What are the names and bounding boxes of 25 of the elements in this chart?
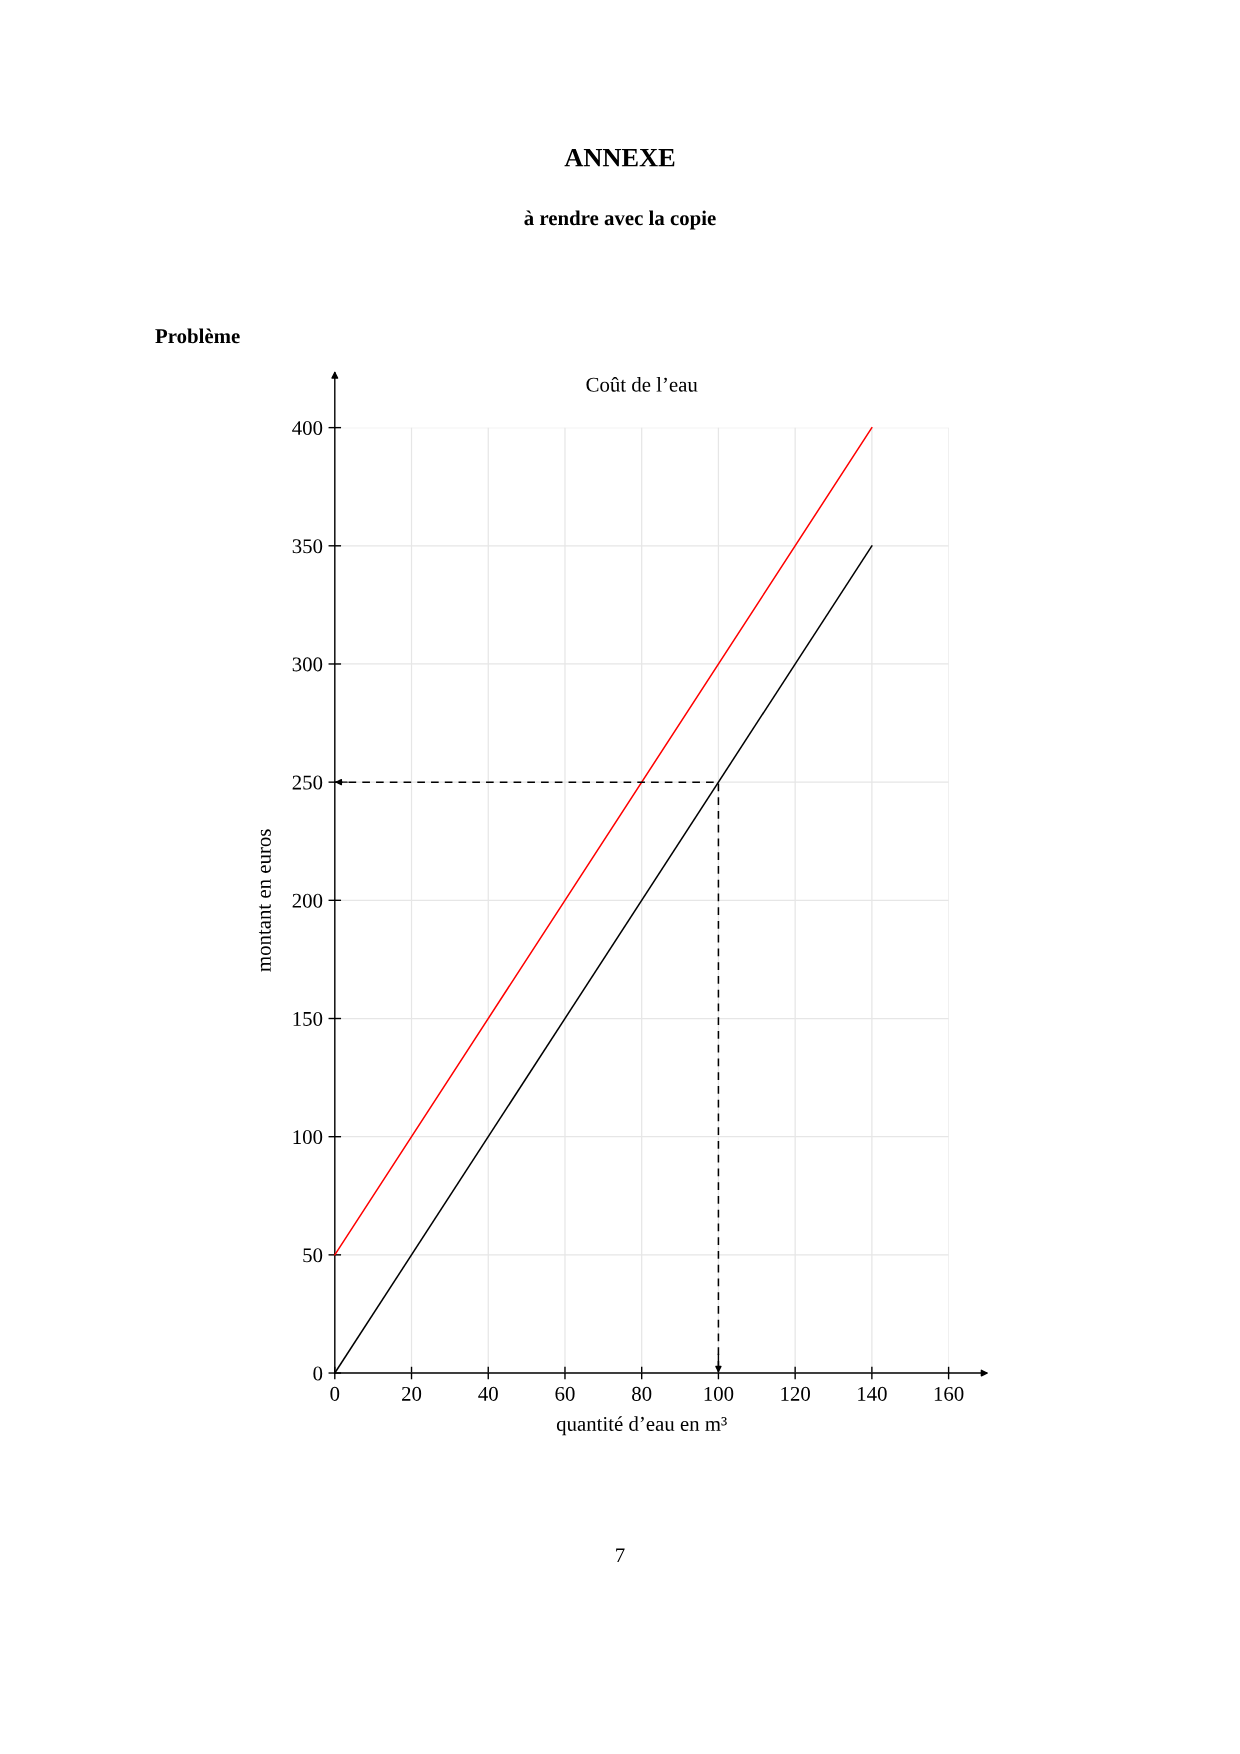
x-axis-title: quantité d’eau en m³	[556, 1416, 727, 1436]
x-tick-label: 100	[704, 1386, 734, 1401]
y-tick-label: 0	[313, 1366, 323, 1381]
x-tick-label: 140	[858, 1386, 887, 1401]
y-tick-label: 100	[293, 1130, 323, 1145]
x-tick-label: 60	[555, 1386, 575, 1401]
chart-title: Coût de l’eau	[586, 377, 698, 392]
y-tick-label: 300	[292, 657, 323, 672]
y-tick-label: 400	[292, 421, 323, 436]
y-tick-label: 250	[292, 775, 323, 790]
x-tick-label: 120	[781, 1386, 810, 1401]
x-tick-label: 20	[402, 1386, 422, 1401]
text: Problème	[155, 328, 240, 344]
text: 7	[616, 1548, 625, 1563]
y-tick-label: 50	[303, 1248, 323, 1263]
x-tick-label: 0	[330, 1386, 340, 1401]
y-tick-label: 350	[292, 539, 323, 554]
y-axis-title: montant en euros	[258, 829, 271, 972]
y-tick-label: 200	[292, 893, 323, 908]
x-tick-label: 80	[632, 1386, 652, 1401]
x-tick-label: 160	[934, 1386, 964, 1401]
x-tick-label: 40	[478, 1386, 498, 1401]
text: à rendre avec la copie	[524, 210, 716, 230]
y-tick-label: 150	[293, 1011, 323, 1026]
text: ANNEXE	[564, 148, 675, 167]
